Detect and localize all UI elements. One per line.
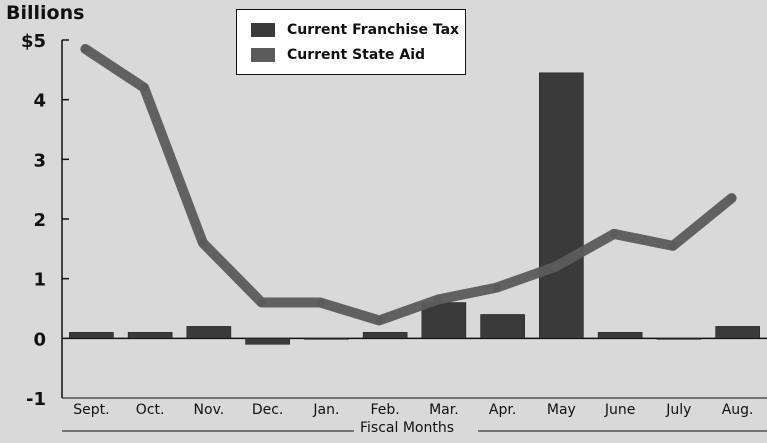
bar — [127, 332, 173, 339]
line-point — [492, 283, 501, 292]
line-point — [668, 241, 677, 250]
line-point — [316, 298, 325, 307]
line-point — [433, 295, 442, 304]
legend-swatch-state-aid — [251, 48, 275, 62]
x-tick-label: May — [547, 402, 576, 418]
bar — [597, 332, 643, 339]
y-tick-label: $5 — [21, 31, 46, 52]
bar — [186, 326, 232, 339]
bar — [539, 72, 584, 339]
line-point — [257, 298, 266, 307]
bar — [304, 338, 349, 340]
state-aid-line — [80, 43, 737, 326]
line-point — [140, 83, 149, 92]
x-tick-label: Feb. — [371, 402, 400, 418]
y-tick-label: -1 — [26, 389, 46, 410]
x-tick-label: Nov. — [194, 402, 225, 418]
bar — [362, 332, 408, 339]
x-tick-label: Aug. — [722, 402, 754, 418]
y-tick-label: 2 — [33, 210, 46, 231]
legend-item-state-aid: Current State Aid — [251, 45, 425, 65]
line-point — [610, 229, 619, 238]
x-tick-label: Oct. — [136, 402, 165, 418]
line-point — [198, 238, 207, 247]
x-tick-label: July — [665, 402, 691, 418]
bar — [421, 302, 467, 339]
x-axis-title: Fiscal Months — [360, 420, 455, 436]
line-point — [727, 194, 736, 203]
x-tick-label: Dec. — [252, 402, 284, 418]
legend-item-franchise-tax: Current Franchise Tax — [251, 20, 459, 40]
line-point — [551, 262, 560, 271]
bar — [69, 332, 114, 339]
x-tick-label: June — [604, 402, 636, 418]
y-tick-label: 1 — [33, 270, 46, 291]
y-tick-label: 4 — [33, 91, 46, 112]
y-tick-label: 0 — [33, 329, 46, 350]
bar — [480, 314, 525, 339]
y-axis-label: Billions — [6, 2, 85, 24]
legend: Current Franchise Tax Current State Aid — [236, 9, 466, 75]
line-point — [81, 44, 90, 53]
legend-swatch-franchise-tax — [251, 23, 275, 37]
bar — [245, 338, 290, 345]
line-point — [375, 316, 384, 325]
legend-label-state-aid: Current State Aid — [287, 47, 426, 63]
x-tick-label: Apr. — [489, 402, 516, 418]
bar — [656, 338, 702, 340]
y-tick-label: 3 — [33, 150, 46, 171]
legend-label-franchise-tax: Current Franchise Tax — [287, 22, 460, 38]
x-tick-label: Mar. — [429, 402, 459, 418]
bar — [715, 326, 760, 339]
x-tick-label: Jan. — [312, 402, 339, 418]
x-tick-label: Sept. — [73, 402, 109, 418]
